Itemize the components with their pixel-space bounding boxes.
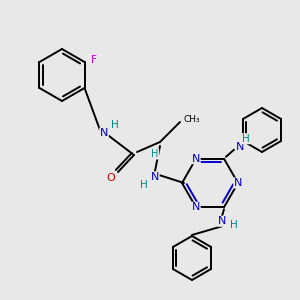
Text: H: H	[111, 120, 119, 130]
Text: N: N	[236, 142, 244, 152]
Text: H: H	[242, 134, 250, 144]
Text: N: N	[218, 216, 226, 226]
Text: N: N	[100, 128, 108, 138]
Text: CH₃: CH₃	[184, 115, 201, 124]
Text: F: F	[91, 55, 96, 65]
Text: N: N	[234, 178, 242, 188]
Text: H: H	[230, 220, 238, 230]
Text: N: N	[151, 172, 159, 182]
Text: O: O	[106, 173, 116, 183]
Text: H: H	[140, 180, 148, 190]
Text: H: H	[151, 149, 159, 159]
Text: N: N	[192, 154, 200, 164]
Text: N: N	[192, 202, 200, 212]
